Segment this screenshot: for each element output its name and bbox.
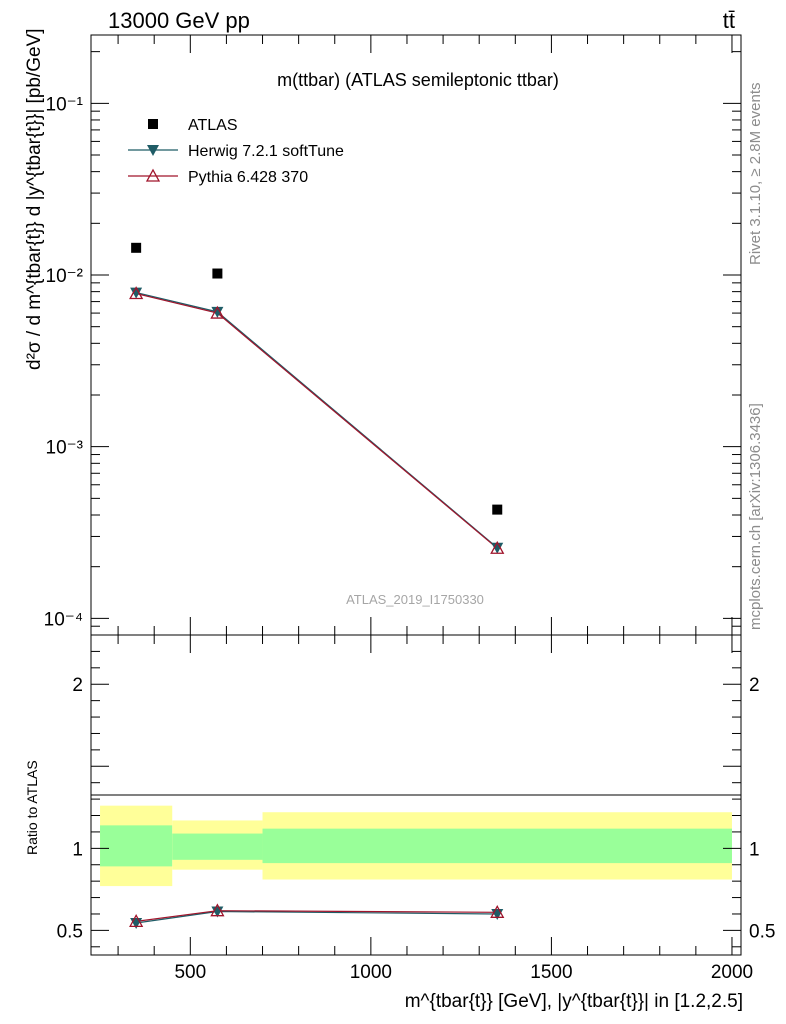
main-ticks: 10⁻¹ 10⁻² 10⁻³ 10⁻⁴ [44, 35, 741, 636]
main-point-2-0 [129, 286, 144, 300]
main-point-0-1 [212, 268, 223, 279]
ratio-series-line-0 [136, 910, 498, 924]
ratio-bands [100, 805, 732, 887]
ratio-ytick-label: 1 [72, 839, 83, 860]
ratio-ytick-label-right: 1 [749, 839, 760, 860]
ratio-frame [90, 634, 742, 956]
main-lines [135, 291, 498, 549]
main-title: m(ttbar) (ATLAS semileptonic ttbar) [277, 70, 559, 90]
main-point-0-0 [131, 242, 142, 253]
main-point-1-2 [491, 542, 504, 554]
rivet-label: Rivet 3.1.10, ≥ 2.8M events [747, 83, 764, 266]
main-marks [129, 242, 505, 554]
main-series-line-2 [135, 292, 498, 549]
ratio-xtick-label: 1500 [530, 962, 572, 983]
main-point-2-2 [490, 540, 505, 554]
main-ytick-label: 10⁻² [46, 266, 84, 287]
analysis-watermark: ATLAS_2019_I1750330 [346, 592, 484, 607]
main-ylabel: d²σ / d m^{tbar{t}} d |y^{tbar{t}}| [pb/… [24, 28, 45, 370]
ratio-lines [136, 910, 498, 924]
ratio-ylabel: Ratio to ATLAS [24, 760, 40, 855]
main-point-1-1 [211, 306, 224, 318]
ratio-xtick-label: 500 [174, 962, 206, 983]
legend-marker-2 [145, 168, 161, 182]
ratio-panel: 500 1000 1500 2000 0.5 0.5 1 1 2 2 Ratio to ATLAS… [24, 634, 775, 1012]
ratio-ytick-label: 0.5 [57, 921, 83, 942]
main-point-0-2 [492, 504, 503, 515]
main-ytick-label: 10⁻⁴ [44, 609, 83, 630]
mcplots-label: mcplots.cern.ch [arXiv:1306.3436] [747, 403, 764, 630]
ratio-xlabel: m^{tbar{t}} [GeV], |y^{tbar{t}}| in [1.2… [405, 991, 743, 1012]
legend-label-2: Pythia 6.428 370 [188, 169, 308, 186]
legend-marker-0 [148, 119, 158, 129]
ratio-band-inner [262, 828, 732, 864]
legend-label-0: ATLAS [188, 117, 238, 134]
main-ytick-label: 10⁻³ [46, 438, 84, 459]
ratio-xtick-label: 1000 [350, 962, 392, 983]
ratio-point-1-2 [490, 904, 505, 918]
legend: ATLAS Herwig 7.2.1 softTune Pythia 6.428 3… [128, 117, 344, 186]
ratio-xtick-label: 2000 [711, 962, 753, 983]
ratio-band-inner [100, 825, 173, 867]
ratio-point-1-0 [129, 914, 144, 928]
main-ytick-label: 10⁻¹ [46, 94, 84, 115]
ratio-marks [129, 903, 505, 929]
ratio-point-1-1 [210, 903, 225, 917]
legend-marker-1 [147, 145, 159, 156]
header-right: tt̄ [723, 8, 735, 33]
legend-label-1: Herwig 7.2.1 softTune [188, 143, 344, 160]
ratio-ytick-label-right: 0.5 [749, 921, 775, 942]
ratio-ticks: 500 1000 1500 2000 0.5 0.5 1 1 2 2 [57, 635, 775, 983]
main-series-line-1 [136, 291, 498, 549]
main-point-2-1 [210, 305, 225, 319]
ratio-ytick-label-right: 2 [749, 675, 760, 696]
ratio-ytick-label: 2 [72, 675, 83, 696]
ratio-band-inner [172, 833, 263, 860]
header-left: 13000 GeV pp [108, 8, 250, 33]
main-point-1-0 [130, 287, 143, 299]
main-panel: 10⁻¹ 10⁻² 10⁻³ 10⁻⁴ m(ttbar) (ATLAS semilep… [24, 28, 742, 636]
